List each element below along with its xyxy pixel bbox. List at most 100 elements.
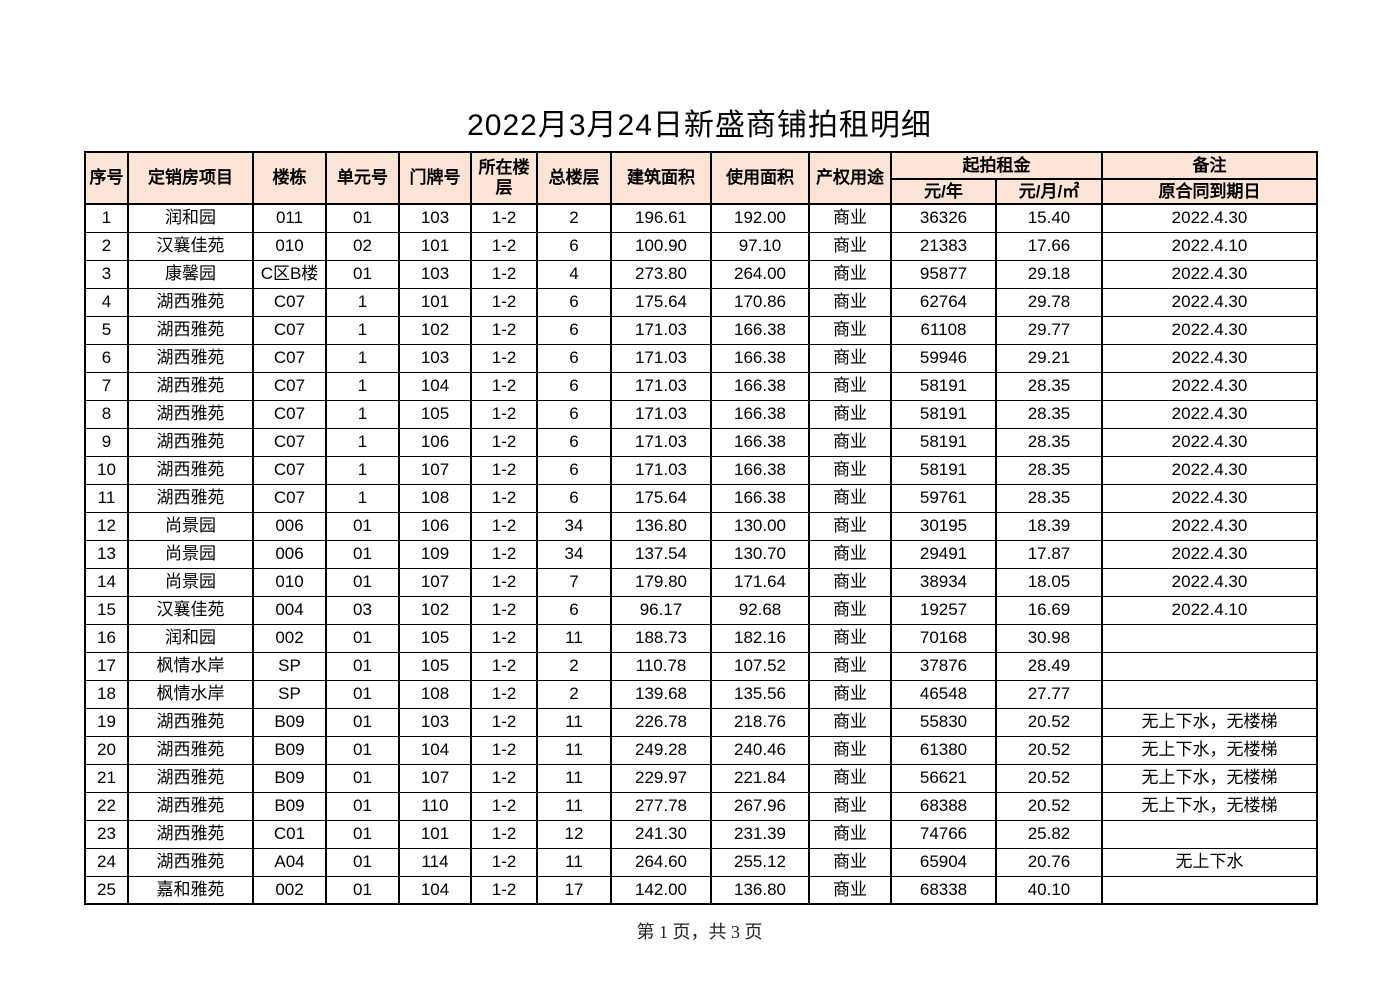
cell-rent-per-month-sqm: 18.05 [995, 567, 1103, 597]
cell-remark: 2022.4.30 [1101, 539, 1318, 569]
cell-remark [1101, 623, 1318, 653]
cell-rent-per-month-sqm: 28.49 [995, 651, 1103, 681]
cell-project: 湖西雅苑 [127, 847, 254, 877]
cell-rent-per-year: 56621 [890, 763, 997, 793]
cell-total-floors: 6 [536, 315, 612, 345]
cell-rent-per-year: 37876 [890, 651, 997, 681]
table-header: 序号 定销房项目 楼栋 单元号 门牌号 所在楼层 总楼层 建筑面积 使用面积 产… [84, 151, 1318, 205]
cell-use-area: 97.10 [710, 231, 810, 261]
cell-unit-no: 1 [325, 399, 400, 429]
table-row: 5 湖西雅苑 C07 1 102 1-2 6 171.03 166.38 商业 61108 29.77… [84, 315, 1318, 345]
cell-total-floors: 2 [536, 203, 612, 233]
col-header-rent-per-month-sqm: 元/月/㎡ [995, 178, 1103, 205]
cell-usage: 商业 [808, 819, 892, 849]
cell-floor: 1-2 [470, 399, 538, 429]
cell-rent-per-month-sqm: 20.52 [995, 763, 1103, 793]
cell-use-area: 264.00 [710, 259, 810, 289]
cell-building: SP [252, 679, 327, 709]
cell-usage: 商业 [808, 679, 892, 709]
cell-remark: 2022.4.30 [1101, 455, 1318, 485]
cell-build-area: 175.64 [610, 483, 712, 513]
cell-building: C07 [252, 483, 327, 513]
cell-rent-per-year: 21383 [890, 231, 997, 261]
cell-usage: 商业 [808, 595, 892, 625]
cell-use-area: 267.96 [710, 791, 810, 821]
cell-project: 尚景园 [127, 567, 254, 597]
cell-unit-no: 01 [325, 791, 400, 821]
cell-total-floors: 11 [536, 623, 612, 653]
cell-door-no: 108 [398, 483, 472, 513]
cell-remark [1101, 875, 1318, 905]
cell-build-area: 139.68 [610, 679, 712, 709]
cell-project: 润和园 [127, 203, 254, 233]
cell-usage: 商业 [808, 371, 892, 401]
cell-rent-per-year: 38934 [890, 567, 997, 597]
cell-total-floors: 6 [536, 483, 612, 513]
cell-unit-no: 01 [325, 735, 400, 765]
table-row: 18 枫情水岸 SP 01 108 1-2 2 139.68 135.56 商业 46548 27.7… [84, 679, 1318, 709]
cell-build-area: 171.03 [610, 399, 712, 429]
table-row: 21 湖西雅苑 B09 01 107 1-2 11 229.97 221.84 商业 56621 20… [84, 763, 1318, 793]
cell-remark [1101, 651, 1318, 681]
table-row: 3 康馨园 C区B楼 01 103 1-2 4 273.80 264.00 商业 95877 29.1… [84, 259, 1318, 289]
cell-usage: 商业 [808, 623, 892, 653]
cell-building: B09 [252, 791, 327, 821]
cell-floor: 1-2 [470, 847, 538, 877]
table-row: 10 湖西雅苑 C07 1 107 1-2 6 171.03 166.38 商业 58191 28.3… [84, 455, 1318, 485]
cell-floor: 1-2 [470, 231, 538, 261]
cell-remark [1101, 679, 1318, 709]
col-header-index: 序号 [84, 151, 129, 205]
cell-building: C区B楼 [252, 259, 327, 289]
cell-index: 10 [84, 455, 129, 485]
table-row: 23 湖西雅苑 C01 01 101 1-2 12 241.30 231.39 商业 74766 25… [84, 819, 1318, 849]
cell-building: C07 [252, 315, 327, 345]
cell-door-no: 104 [398, 371, 472, 401]
cell-door-no: 102 [398, 315, 472, 345]
cell-remark: 2022.4.10 [1101, 231, 1318, 261]
cell-rent-per-year: 58191 [890, 427, 997, 457]
cell-rent-per-year: 58191 [890, 371, 997, 401]
cell-floor: 1-2 [470, 455, 538, 485]
cell-unit-no: 01 [325, 539, 400, 569]
cell-rent-per-month-sqm: 28.35 [995, 427, 1103, 457]
cell-rent-per-month-sqm: 29.77 [995, 315, 1103, 345]
cell-building: 006 [252, 539, 327, 569]
cell-rent-per-year: 55830 [890, 707, 997, 737]
cell-door-no: 103 [398, 707, 472, 737]
cell-index: 2 [84, 231, 129, 261]
cell-rent-per-month-sqm: 25.82 [995, 819, 1103, 849]
cell-floor: 1-2 [470, 343, 538, 373]
cell-project: 湖西雅苑 [127, 735, 254, 765]
cell-remark: 2022.4.30 [1101, 511, 1318, 541]
cell-rent-per-year: 59761 [890, 483, 997, 513]
cell-total-floors: 11 [536, 735, 612, 765]
cell-index: 7 [84, 371, 129, 401]
cell-unit-no: 01 [325, 203, 400, 233]
cell-total-floors: 2 [536, 651, 612, 681]
cell-total-floors: 34 [536, 511, 612, 541]
cell-rent-per-month-sqm: 20.52 [995, 707, 1103, 737]
cell-total-floors: 34 [536, 539, 612, 569]
cell-floor: 1-2 [470, 371, 538, 401]
cell-build-area: 96.17 [610, 595, 712, 625]
cell-floor: 1-2 [470, 203, 538, 233]
page-title: 2022月3月24日新盛商铺拍租明细 [467, 109, 932, 142]
col-header-build-area: 建筑面积 [610, 151, 712, 205]
cell-rent-per-year: 58191 [890, 399, 997, 429]
cell-floor: 1-2 [470, 651, 538, 681]
cell-rent-per-year: 36326 [890, 203, 997, 233]
cell-building: C07 [252, 343, 327, 373]
cell-usage: 商业 [808, 847, 892, 877]
cell-use-area: 231.39 [710, 819, 810, 849]
cell-build-area: 264.60 [610, 847, 712, 877]
cell-door-no: 110 [398, 791, 472, 821]
cell-remark: 2022.4.30 [1101, 259, 1318, 289]
cell-unit-no: 01 [325, 679, 400, 709]
cell-door-no: 105 [398, 399, 472, 429]
cell-index: 21 [84, 763, 129, 793]
table-row: 8 湖西雅苑 C07 1 105 1-2 6 171.03 166.38 商业 58191 28.35… [84, 399, 1318, 429]
cell-building: B09 [252, 707, 327, 737]
cell-build-area: 171.03 [610, 427, 712, 457]
table-row: 12 尚景园 006 01 106 1-2 34 136.80 130.00 商业 30195 18.… [84, 511, 1318, 541]
cell-use-area: 221.84 [710, 763, 810, 793]
